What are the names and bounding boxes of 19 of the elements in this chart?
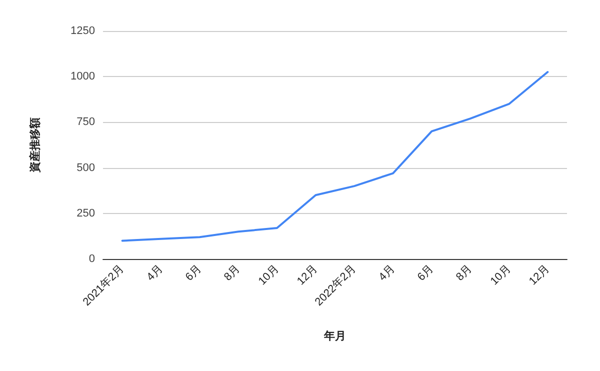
y-tick-label: 0 [88,253,95,265]
x-tick-label: 6月 [415,262,436,284]
x-tick-label: 4月 [376,262,398,284]
y-tick-label: 250 [76,207,95,220]
x-tick-label: 6月 [183,262,204,284]
x-tick-label: 4月 [144,262,166,284]
x-axis-title: 年月 [323,330,346,342]
line-series [121,71,549,242]
y-tick-label: 1000 [70,70,95,83]
x-tick-label: 10月 [488,262,514,288]
y-axis-title: 資産推移額 [28,118,42,174]
y-tick-label: 1250 [70,25,95,37]
x-tick-label: 8月 [222,262,243,284]
x-tick-label: 8月 [454,262,475,284]
y-tick-label: 500 [76,162,95,174]
y-tick-label: 750 [76,116,95,128]
x-tick-label: 12月 [527,262,552,288]
x-tick-label: 12月 [295,262,320,288]
x-tick-label: 10月 [256,262,282,288]
